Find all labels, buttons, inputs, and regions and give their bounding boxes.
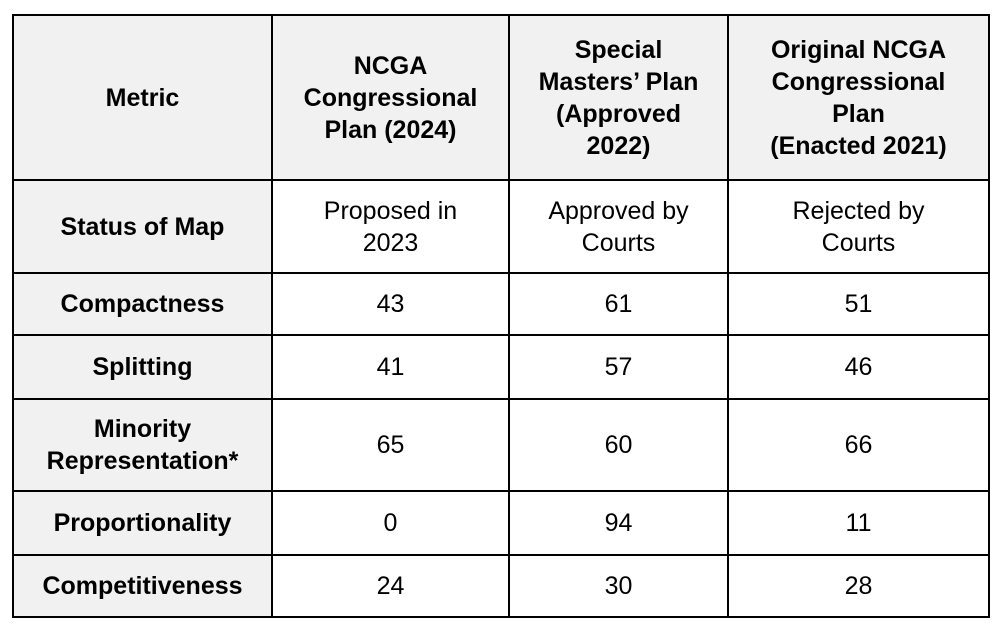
data-cell: 46	[727, 334, 990, 400]
table-row-proportionality: Proportionality 0 94 11	[12, 490, 990, 556]
row-label: Proportionality	[12, 490, 273, 556]
header-cell-metric: Metric	[12, 14, 273, 181]
data-cell: 28	[727, 554, 990, 618]
row-label: Minority Representation*	[12, 398, 273, 492]
header-cell-special-masters: Special Masters’ Plan (Approved 2022)	[508, 14, 729, 181]
table-row-splitting: Splitting 41 57 46	[12, 334, 990, 400]
data-cell: Proposed in 2023	[271, 179, 510, 274]
data-cell: 24	[271, 554, 510, 618]
data-cell: 30	[508, 554, 729, 618]
row-label: Compactness	[12, 272, 273, 336]
table-row-status-of-map: Status of Map Proposed in 2023 Approved …	[12, 179, 990, 274]
row-label: Splitting	[12, 334, 273, 400]
data-cell: 41	[271, 334, 510, 400]
table-row-compactness: Compactness 43 61 51	[12, 272, 990, 336]
table-row-minority-representation: Minority Representation* 65 60 66	[12, 398, 990, 492]
redistricting-metrics-table: Metric NCGA Congressional Plan (2024) Sp…	[12, 14, 990, 618]
data-cell: 66	[727, 398, 990, 492]
header-cell-original-ncga: Original NCGA Congressional Plan (Enacte…	[727, 14, 990, 181]
data-cell: 57	[508, 334, 729, 400]
header-row: Metric NCGA Congressional Plan (2024) Sp…	[12, 14, 990, 181]
data-cell: 43	[271, 272, 510, 336]
header-cell-ncga-2024: NCGA Congressional Plan (2024)	[271, 14, 510, 181]
data-cell: Approved by Courts	[508, 179, 729, 274]
data-cell: 94	[508, 490, 729, 556]
data-cell: 11	[727, 490, 990, 556]
data-cell: 65	[271, 398, 510, 492]
data-cell: Rejected by Courts	[727, 179, 990, 274]
data-cell: 0	[271, 490, 510, 556]
row-label: Competitiveness	[12, 554, 273, 618]
data-cell: 61	[508, 272, 729, 336]
row-label: Status of Map	[12, 179, 273, 274]
table-row-competitiveness: Competitiveness 24 30 28	[12, 554, 990, 618]
data-cell: 60	[508, 398, 729, 492]
data-cell: 51	[727, 272, 990, 336]
